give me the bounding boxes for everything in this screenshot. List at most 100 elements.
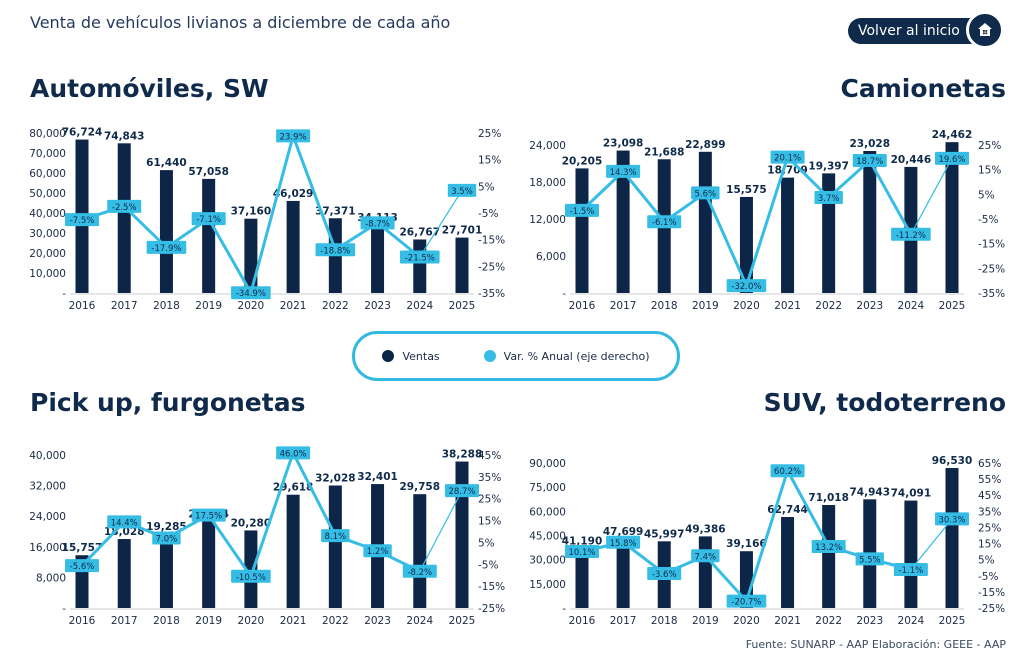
bar-2018 [160, 534, 173, 608]
y2-tick-label: 5% [478, 537, 495, 549]
bar-value-label: 71,018 [808, 492, 849, 504]
x-tick-label: 2023 [364, 300, 391, 312]
x-tick-label: 2023 [856, 615, 883, 627]
var-value-label: 60.2% [774, 467, 801, 477]
x-tick-label: 2023 [856, 300, 883, 312]
var-value-label: 23.9% [280, 132, 307, 142]
y2-tick-label: -15% [978, 587, 1005, 599]
x-tick-label: 2019 [692, 300, 719, 312]
x-tick-label: 2019 [195, 300, 222, 312]
y-tick-label: 18,000 [529, 177, 566, 189]
y2-tick-label: 15% [978, 539, 1001, 551]
x-tick-label: 2022 [815, 615, 842, 627]
x-tick-label: 2018 [153, 615, 180, 627]
var-value-label: -2.5% [112, 203, 137, 213]
x-tick-label: 2017 [610, 300, 637, 312]
y2-tick-label: 15% [978, 165, 1001, 177]
bar-2019 [699, 152, 712, 293]
y2-tick-label: 35% [478, 472, 501, 484]
bar-2021 [781, 517, 794, 608]
bar-2022 [822, 505, 835, 608]
var-value-label: -10.5% [236, 573, 266, 583]
bar-value-label: 15,575 [726, 184, 767, 196]
y-tick-label: 24,000 [529, 140, 566, 152]
var-value-label: -3.6% [652, 570, 677, 580]
x-tick-label: 2020 [733, 615, 760, 627]
bar-value-label: 20,446 [891, 154, 932, 166]
y2-tick-label: 25% [978, 140, 1001, 152]
y-tick-label: 40,000 [29, 208, 66, 220]
var-value-label: -34.9% [236, 289, 266, 299]
var-value-label: 20.1% [774, 154, 801, 164]
y2-tick-label: -25% [478, 261, 505, 273]
bar-2024 [413, 239, 426, 293]
y-tick-label: 6,000 [536, 251, 566, 263]
y-tick-label: 80,000 [29, 128, 66, 140]
legend-label-ventas: Ventas [402, 350, 439, 363]
y-tick-label: 30,000 [529, 555, 566, 567]
var-value-label: 5.6% [695, 189, 717, 199]
y-tick-label: - [62, 603, 66, 615]
var-value-label: 1.2% [367, 547, 389, 557]
y-tick-label: 24,000 [29, 511, 66, 523]
var-value-label: -7.1% [196, 215, 221, 225]
x-tick-label: 2023 [364, 615, 391, 627]
y2-tick-label: -35% [478, 288, 505, 300]
bar-2022 [329, 485, 342, 608]
bar-value-label: 29,758 [400, 481, 441, 493]
bar-value-label: 96,530 [932, 455, 973, 467]
y2-tick-label: -15% [978, 239, 1005, 251]
var-value-label: 30.3% [938, 515, 965, 525]
bar-2019 [699, 536, 712, 608]
x-tick-label: 2016 [69, 615, 96, 627]
x-tick-label: 2021 [280, 300, 307, 312]
y2-tick-label: 25% [978, 522, 1001, 534]
y-tick-label: 12,000 [529, 214, 566, 226]
x-tick-label: 2025 [939, 300, 966, 312]
y2-tick-label: 15% [478, 516, 501, 528]
x-tick-label: 2025 [939, 615, 966, 627]
bar-value-label: 45,997 [644, 528, 685, 540]
legend: Ventas Var. % Anual (eje derecho) [352, 331, 680, 381]
bar-value-label: 37,160 [231, 206, 272, 218]
y2-tick-label: -5% [978, 214, 998, 226]
y-tick-label: 20,000 [29, 248, 66, 260]
var-value-label: -8.7% [365, 219, 390, 229]
bar-value-label: 27,701 [442, 225, 483, 237]
bar-value-label: 32,028 [315, 472, 356, 484]
x-tick-label: 2021 [774, 300, 801, 312]
var-value-label: 7.4% [695, 552, 717, 562]
y2-tick-label: 5% [978, 189, 995, 201]
var-value-label: -11.2% [896, 231, 926, 241]
x-tick-label: 2020 [238, 300, 265, 312]
x-tick-label: 2024 [406, 300, 433, 312]
x-tick-label: 2018 [153, 300, 180, 312]
y2-tick-label: 55% [978, 474, 1001, 486]
var-value-label: 5.5% [859, 555, 881, 565]
bar-2021 [287, 201, 300, 293]
x-tick-label: 2016 [569, 615, 596, 627]
bar-value-label: 24,462 [932, 129, 973, 141]
x-tick-label: 2018 [651, 300, 678, 312]
y2-tick-label: 45% [978, 490, 1001, 502]
bar-2019 [202, 179, 215, 293]
x-tick-label: 2025 [449, 300, 476, 312]
y2-tick-label: -15% [478, 581, 505, 593]
bar-2018 [160, 170, 173, 293]
var-value-label: 13.2% [815, 543, 842, 553]
legend-dot-var [484, 350, 496, 362]
x-tick-label: 2022 [815, 300, 842, 312]
x-tick-label: 2025 [449, 615, 476, 627]
y-tick-label: 90,000 [529, 458, 566, 470]
bar-value-label: 74,843 [104, 130, 145, 142]
x-tick-label: 2018 [651, 615, 678, 627]
y-tick-label: 50,000 [29, 188, 66, 200]
var-value-label: 14.4% [111, 518, 138, 528]
bar-value-label: 32,401 [357, 471, 398, 483]
legend-item-ventas: Ventas [382, 350, 439, 363]
bar-2023 [371, 225, 384, 293]
x-tick-label: 2017 [111, 300, 138, 312]
var-value-label: 3.7% [818, 194, 840, 204]
bar-value-label: 23,098 [603, 138, 644, 150]
x-tick-label: 2024 [898, 300, 925, 312]
